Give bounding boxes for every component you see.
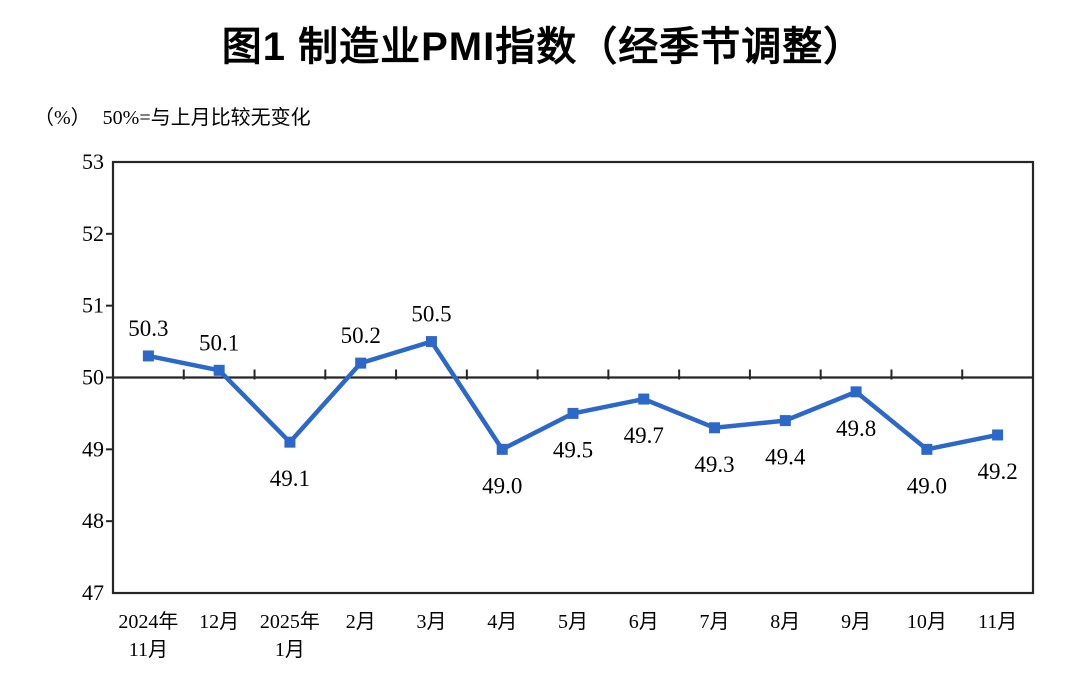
data-label: 50.5 [411, 302, 451, 327]
x-axis-label: 2月 [346, 611, 376, 633]
chart-subtitle: （%） 50%=与上月比较无变化 [34, 101, 311, 130]
data-point-marker [992, 429, 1004, 441]
data-label: 49.3 [694, 452, 734, 477]
y-axis-label: 53 [82, 149, 104, 174]
x-axis-label: 8月 [770, 611, 800, 633]
data-point-marker [284, 436, 296, 448]
data-point-marker [142, 350, 154, 362]
x-axis-label: 6月 [629, 611, 659, 633]
data-point-marker [496, 443, 508, 455]
data-label: 49.2 [977, 459, 1017, 484]
data-point-marker [779, 415, 791, 427]
x-axis-label: 7月 [700, 611, 730, 633]
y-axis-label: 49 [82, 436, 104, 461]
data-label: 49.0 [482, 473, 522, 498]
data-point-marker [355, 357, 367, 369]
y-axis-label: 47 [82, 580, 104, 605]
data-label: 49.1 [270, 466, 310, 491]
data-point-marker [567, 407, 579, 419]
data-label: 49.8 [836, 416, 876, 441]
x-axis-label: 4月 [487, 611, 517, 633]
data-label: 49.4 [765, 445, 806, 470]
chart-title: 图1 制造业PMI指数（经季节调整） [221, 25, 865, 69]
y-axis-label: 50 [82, 365, 104, 390]
data-point-marker [213, 364, 225, 376]
data-label: 50.3 [128, 316, 168, 341]
x-axis-label: 1月 [275, 639, 305, 661]
x-axis-label: 12月 [199, 611, 239, 633]
data-label: 49.5 [553, 437, 593, 462]
y-axis-label: 52 [82, 221, 104, 246]
data-label: 49.0 [907, 473, 947, 498]
x-axis-label: 3月 [416, 611, 446, 633]
data-point-marker [638, 393, 650, 405]
data-point-marker [921, 443, 933, 455]
x-axis-label: 10月 [907, 611, 947, 633]
x-axis-label: 2025年 [260, 610, 320, 633]
x-axis-label: 11月 [978, 611, 1017, 633]
y-axis-label: 48 [82, 508, 104, 533]
data-label: 50.1 [199, 330, 239, 355]
x-axis-label: 9月 [841, 611, 871, 633]
x-axis-label: 11月 [129, 639, 168, 661]
data-point-marker [709, 422, 721, 434]
y-axis-unit-label: （%） [34, 107, 91, 129]
data-point-marker [425, 336, 437, 348]
x-axis-label: 2024年 [118, 610, 178, 633]
data-label: 49.7 [624, 423, 664, 448]
x-axis-label: 5月 [558, 611, 588, 633]
data-label: 50.2 [341, 323, 381, 348]
y-axis-label: 51 [82, 293, 104, 318]
data-point-marker [850, 386, 862, 398]
reference-line-note: 50%=与上月比较无变化 [102, 107, 311, 129]
